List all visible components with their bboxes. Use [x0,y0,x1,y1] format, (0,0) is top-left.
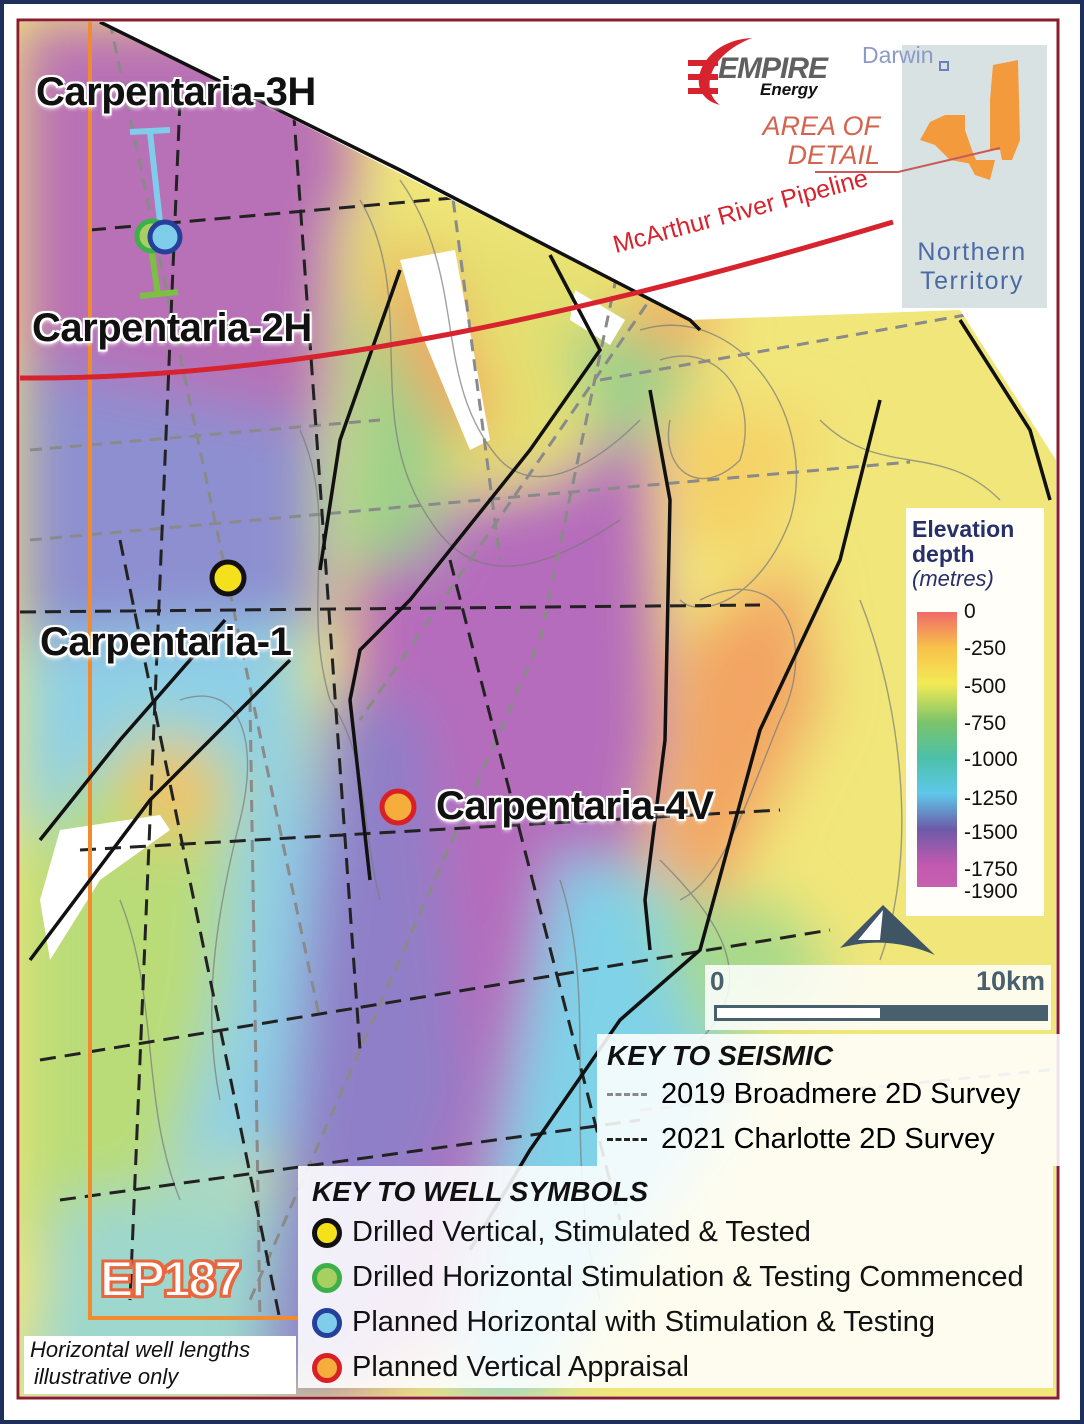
empire-logo: EMPIRE Energy [718,52,828,99]
well-label-4v[interactable]: Carpentaria-4V [436,784,714,828]
black-dashed-line-icon [607,1138,647,1141]
well-label-1[interactable]: Carpentaria-1 [40,620,292,664]
inset-map [902,45,1047,308]
area-of-detail-label: AREA OF DETAIL [762,111,880,170]
seismic-key-item: 2019 Broadmere 2D Survey [607,1072,1063,1117]
well-key-item: Drilled Vertical, Stimulated & Tested [312,1210,1053,1255]
well-marker-3h[interactable] [147,219,183,255]
scale-start: 0 [710,966,725,996]
empire-logo-icon [698,38,752,105]
north-arrow-icon [840,905,935,955]
scale-end: 10km [976,966,1046,996]
northern-territory-label: Northern Territory [917,238,1027,295]
well-marker-4v[interactable] [379,788,417,826]
well-label-3h[interactable]: Carpentaria-3H [36,70,316,114]
seismic-key-item: 2021 Charlotte 2D Survey [607,1117,1063,1162]
well-marker-1[interactable] [209,559,247,597]
well-key-item: Planned Vertical Appraisal [312,1345,1053,1390]
planned-horizontal-icon [312,1307,342,1338]
well-key-item: Drilled Horizontal Stimulation & Testing… [312,1255,1053,1300]
well-label-2h[interactable]: Carpentaria-2H [32,306,312,350]
well-key: KEY TO WELL SYMBOLS Drilled Vertical, St… [298,1166,1053,1388]
planned-vertical-icon [312,1352,342,1383]
drilled-horizontal-icon [312,1262,342,1293]
seismic-key: KEY TO SEISMIC 2019 Broadmere 2D Survey … [597,1034,1063,1166]
elevation-legend: Elevation depth (metres) 0 -250 -500 -75… [912,516,1018,903]
note-box: Horizontal well lengths illustrative onl… [24,1336,296,1394]
darwin-label: Darwin [862,42,934,68]
gray-dashed-line-icon [607,1093,647,1096]
elevation-colorbar [917,612,957,887]
drilled-vertical-icon [312,1217,342,1248]
well-key-item: Planned Horizontal with Stimulation & Te… [312,1300,1053,1345]
permit-label: EP187 [99,1250,243,1308]
